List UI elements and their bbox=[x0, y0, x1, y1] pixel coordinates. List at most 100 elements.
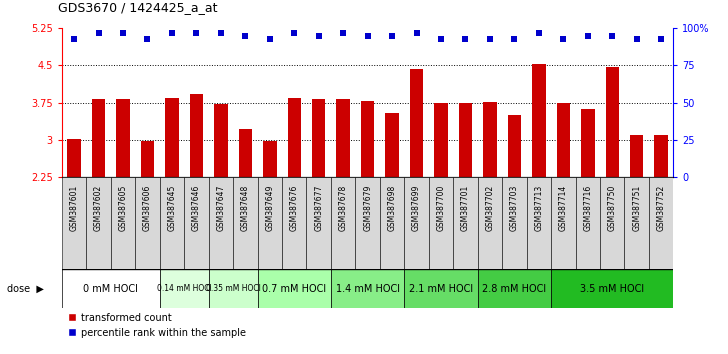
Text: GSM387647: GSM387647 bbox=[216, 184, 226, 231]
Point bbox=[459, 36, 471, 41]
Text: GSM387714: GSM387714 bbox=[559, 184, 568, 230]
Text: GSM387699: GSM387699 bbox=[412, 184, 421, 231]
Point bbox=[362, 33, 373, 39]
Bar bbox=[576, 177, 600, 269]
Bar bbox=[532, 64, 545, 289]
Text: 0 mM HOCl: 0 mM HOCl bbox=[84, 284, 138, 293]
Bar bbox=[312, 99, 325, 289]
Bar bbox=[159, 177, 184, 269]
Bar bbox=[404, 269, 478, 308]
Bar bbox=[159, 269, 209, 308]
Text: GSM387602: GSM387602 bbox=[94, 184, 103, 230]
Text: GSM387676: GSM387676 bbox=[290, 184, 298, 231]
Point bbox=[68, 36, 80, 41]
Bar bbox=[478, 269, 551, 308]
Bar bbox=[209, 177, 233, 269]
Text: 2.8 mM HOCl: 2.8 mM HOCl bbox=[483, 284, 547, 293]
Text: 0.14 mM HOCl: 0.14 mM HOCl bbox=[157, 284, 212, 293]
Bar bbox=[239, 129, 252, 289]
Bar bbox=[606, 67, 619, 289]
Point bbox=[655, 36, 667, 41]
Bar bbox=[385, 113, 399, 289]
Bar bbox=[288, 98, 301, 289]
Bar bbox=[526, 177, 551, 269]
Bar bbox=[68, 139, 81, 289]
Bar bbox=[478, 177, 502, 269]
Text: GSM387750: GSM387750 bbox=[608, 184, 617, 231]
Text: GSM387677: GSM387677 bbox=[314, 184, 323, 231]
Text: GSM387752: GSM387752 bbox=[657, 184, 665, 230]
Bar bbox=[92, 99, 106, 289]
Point bbox=[337, 30, 349, 36]
Text: GSM387649: GSM387649 bbox=[265, 184, 274, 231]
Point bbox=[631, 36, 643, 41]
Text: GSM387701: GSM387701 bbox=[461, 184, 470, 230]
Legend: transformed count, percentile rank within the sample: transformed count, percentile rank withi… bbox=[67, 313, 246, 338]
Point bbox=[264, 36, 276, 41]
Bar bbox=[410, 69, 423, 289]
Bar bbox=[507, 115, 521, 289]
Point bbox=[240, 33, 251, 39]
Bar bbox=[336, 99, 350, 289]
Bar bbox=[429, 177, 454, 269]
Text: GSM387678: GSM387678 bbox=[339, 184, 348, 230]
Bar bbox=[331, 177, 355, 269]
Bar bbox=[62, 177, 87, 269]
Bar bbox=[135, 177, 159, 269]
Bar bbox=[111, 177, 135, 269]
Bar bbox=[258, 177, 282, 269]
Bar bbox=[380, 177, 404, 269]
Bar bbox=[551, 269, 673, 308]
Text: GSM387646: GSM387646 bbox=[192, 184, 201, 231]
Text: 2.1 mM HOCl: 2.1 mM HOCl bbox=[409, 284, 473, 293]
Text: GSM387716: GSM387716 bbox=[583, 184, 593, 230]
Bar bbox=[258, 269, 331, 308]
Bar bbox=[355, 177, 380, 269]
Point bbox=[191, 30, 202, 36]
Point bbox=[142, 36, 154, 41]
Point bbox=[582, 33, 593, 39]
Bar bbox=[263, 141, 277, 289]
Text: 0.35 mM HOCl: 0.35 mM HOCl bbox=[206, 284, 261, 293]
Text: GSM387601: GSM387601 bbox=[70, 184, 79, 230]
Bar bbox=[483, 102, 496, 289]
Bar bbox=[233, 177, 258, 269]
Text: GSM387606: GSM387606 bbox=[143, 184, 152, 231]
Text: dose  ▶: dose ▶ bbox=[7, 284, 44, 293]
Bar bbox=[306, 177, 331, 269]
Text: GSM387703: GSM387703 bbox=[510, 184, 519, 231]
Bar bbox=[600, 177, 625, 269]
Bar bbox=[551, 177, 576, 269]
Point bbox=[411, 30, 422, 36]
Text: GSM387713: GSM387713 bbox=[534, 184, 543, 230]
Point bbox=[558, 36, 569, 41]
Point bbox=[313, 33, 325, 39]
Bar bbox=[630, 135, 644, 289]
Bar bbox=[141, 141, 154, 289]
Bar bbox=[625, 177, 649, 269]
Bar bbox=[190, 94, 203, 289]
Point bbox=[484, 36, 496, 41]
Text: GDS3670 / 1424425_a_at: GDS3670 / 1424425_a_at bbox=[58, 1, 218, 14]
Bar bbox=[454, 177, 478, 269]
Bar bbox=[502, 177, 526, 269]
Text: GSM387605: GSM387605 bbox=[119, 184, 127, 231]
Point bbox=[166, 30, 178, 36]
Bar bbox=[404, 177, 429, 269]
Bar bbox=[184, 177, 209, 269]
Point bbox=[387, 33, 398, 39]
Text: 0.7 mM HOCl: 0.7 mM HOCl bbox=[262, 284, 326, 293]
Bar bbox=[654, 135, 668, 289]
Text: 3.5 mM HOCl: 3.5 mM HOCl bbox=[580, 284, 644, 293]
Point bbox=[606, 33, 618, 39]
Bar bbox=[214, 104, 228, 289]
Point bbox=[92, 30, 104, 36]
Bar bbox=[165, 98, 178, 289]
Bar bbox=[62, 269, 159, 308]
Bar bbox=[116, 99, 130, 289]
Bar bbox=[87, 177, 111, 269]
Bar bbox=[282, 177, 306, 269]
Text: GSM387648: GSM387648 bbox=[241, 184, 250, 230]
Bar bbox=[557, 103, 570, 289]
Point bbox=[435, 36, 447, 41]
